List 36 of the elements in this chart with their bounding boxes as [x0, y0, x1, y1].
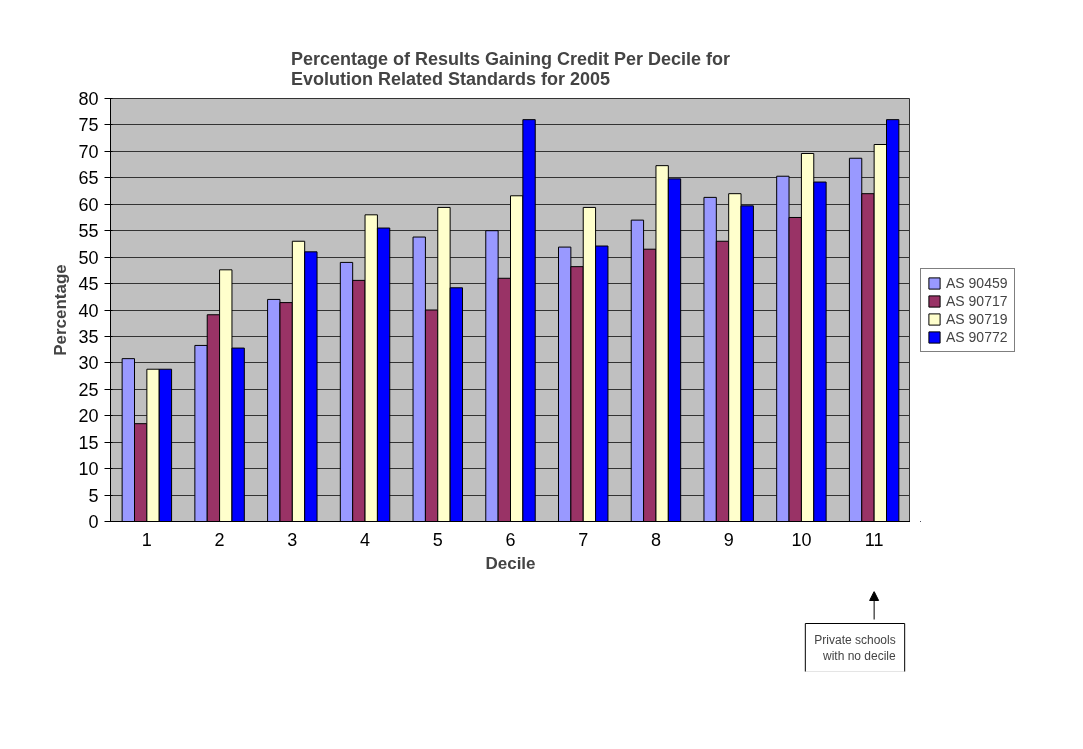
y-tick-label: 60 — [78, 194, 99, 215]
y-axis-title: Percentage — [51, 264, 71, 356]
y-tick-label: 35 — [78, 326, 99, 347]
y-tick-label: 5 — [88, 485, 99, 506]
x-tick-label: 4 — [360, 529, 371, 550]
x-tick-label: 6 — [505, 529, 516, 550]
y-tick-label: 20 — [78, 406, 99, 427]
x-tick-label: 10 — [791, 529, 812, 550]
y-tick-label: 30 — [78, 353, 99, 374]
x-tick-label: 2 — [214, 529, 225, 550]
x-tick-label: 8 — [650, 529, 661, 550]
y-tick-label: 10 — [78, 459, 99, 480]
y-tick-label: 0 — [88, 512, 99, 532]
x-tick-label: 7 — [578, 529, 589, 550]
y-tick-label: 40 — [78, 300, 99, 321]
y-tick-label: 75 — [78, 115, 99, 136]
y-tick-label: 80 — [78, 89, 99, 109]
x-tick-label: 5 — [432, 529, 443, 550]
x-tick-label: 9 — [723, 529, 734, 550]
legend-label: AS 90719 — [946, 310, 1008, 327]
y-tick-label: 15 — [78, 432, 99, 453]
x-axis-title: Decile — [485, 553, 536, 573]
legend-label: AS 90772 — [946, 328, 1008, 345]
y-tick-label: 70 — [78, 141, 99, 162]
x-tick-label: 11 — [864, 529, 884, 550]
y-tick-label: 65 — [78, 168, 99, 189]
y-tick-label: 45 — [78, 274, 99, 295]
x-tick-label: 3 — [287, 529, 298, 550]
x-tick-label: 1 — [141, 529, 152, 550]
legend-label: AS 90459 — [946, 274, 1008, 291]
text: Private schools with no decile — [814, 632, 897, 664]
chart-title: Percentage of Results Gaining Credit Per Decile for Evolution Related Standards for 2005 — [290, 48, 731, 89]
y-tick-label: 25 — [78, 379, 99, 400]
legend-label: AS 90717 — [946, 292, 1008, 309]
y-tick-label: 50 — [78, 247, 99, 268]
y-tick-label: 55 — [78, 221, 99, 242]
